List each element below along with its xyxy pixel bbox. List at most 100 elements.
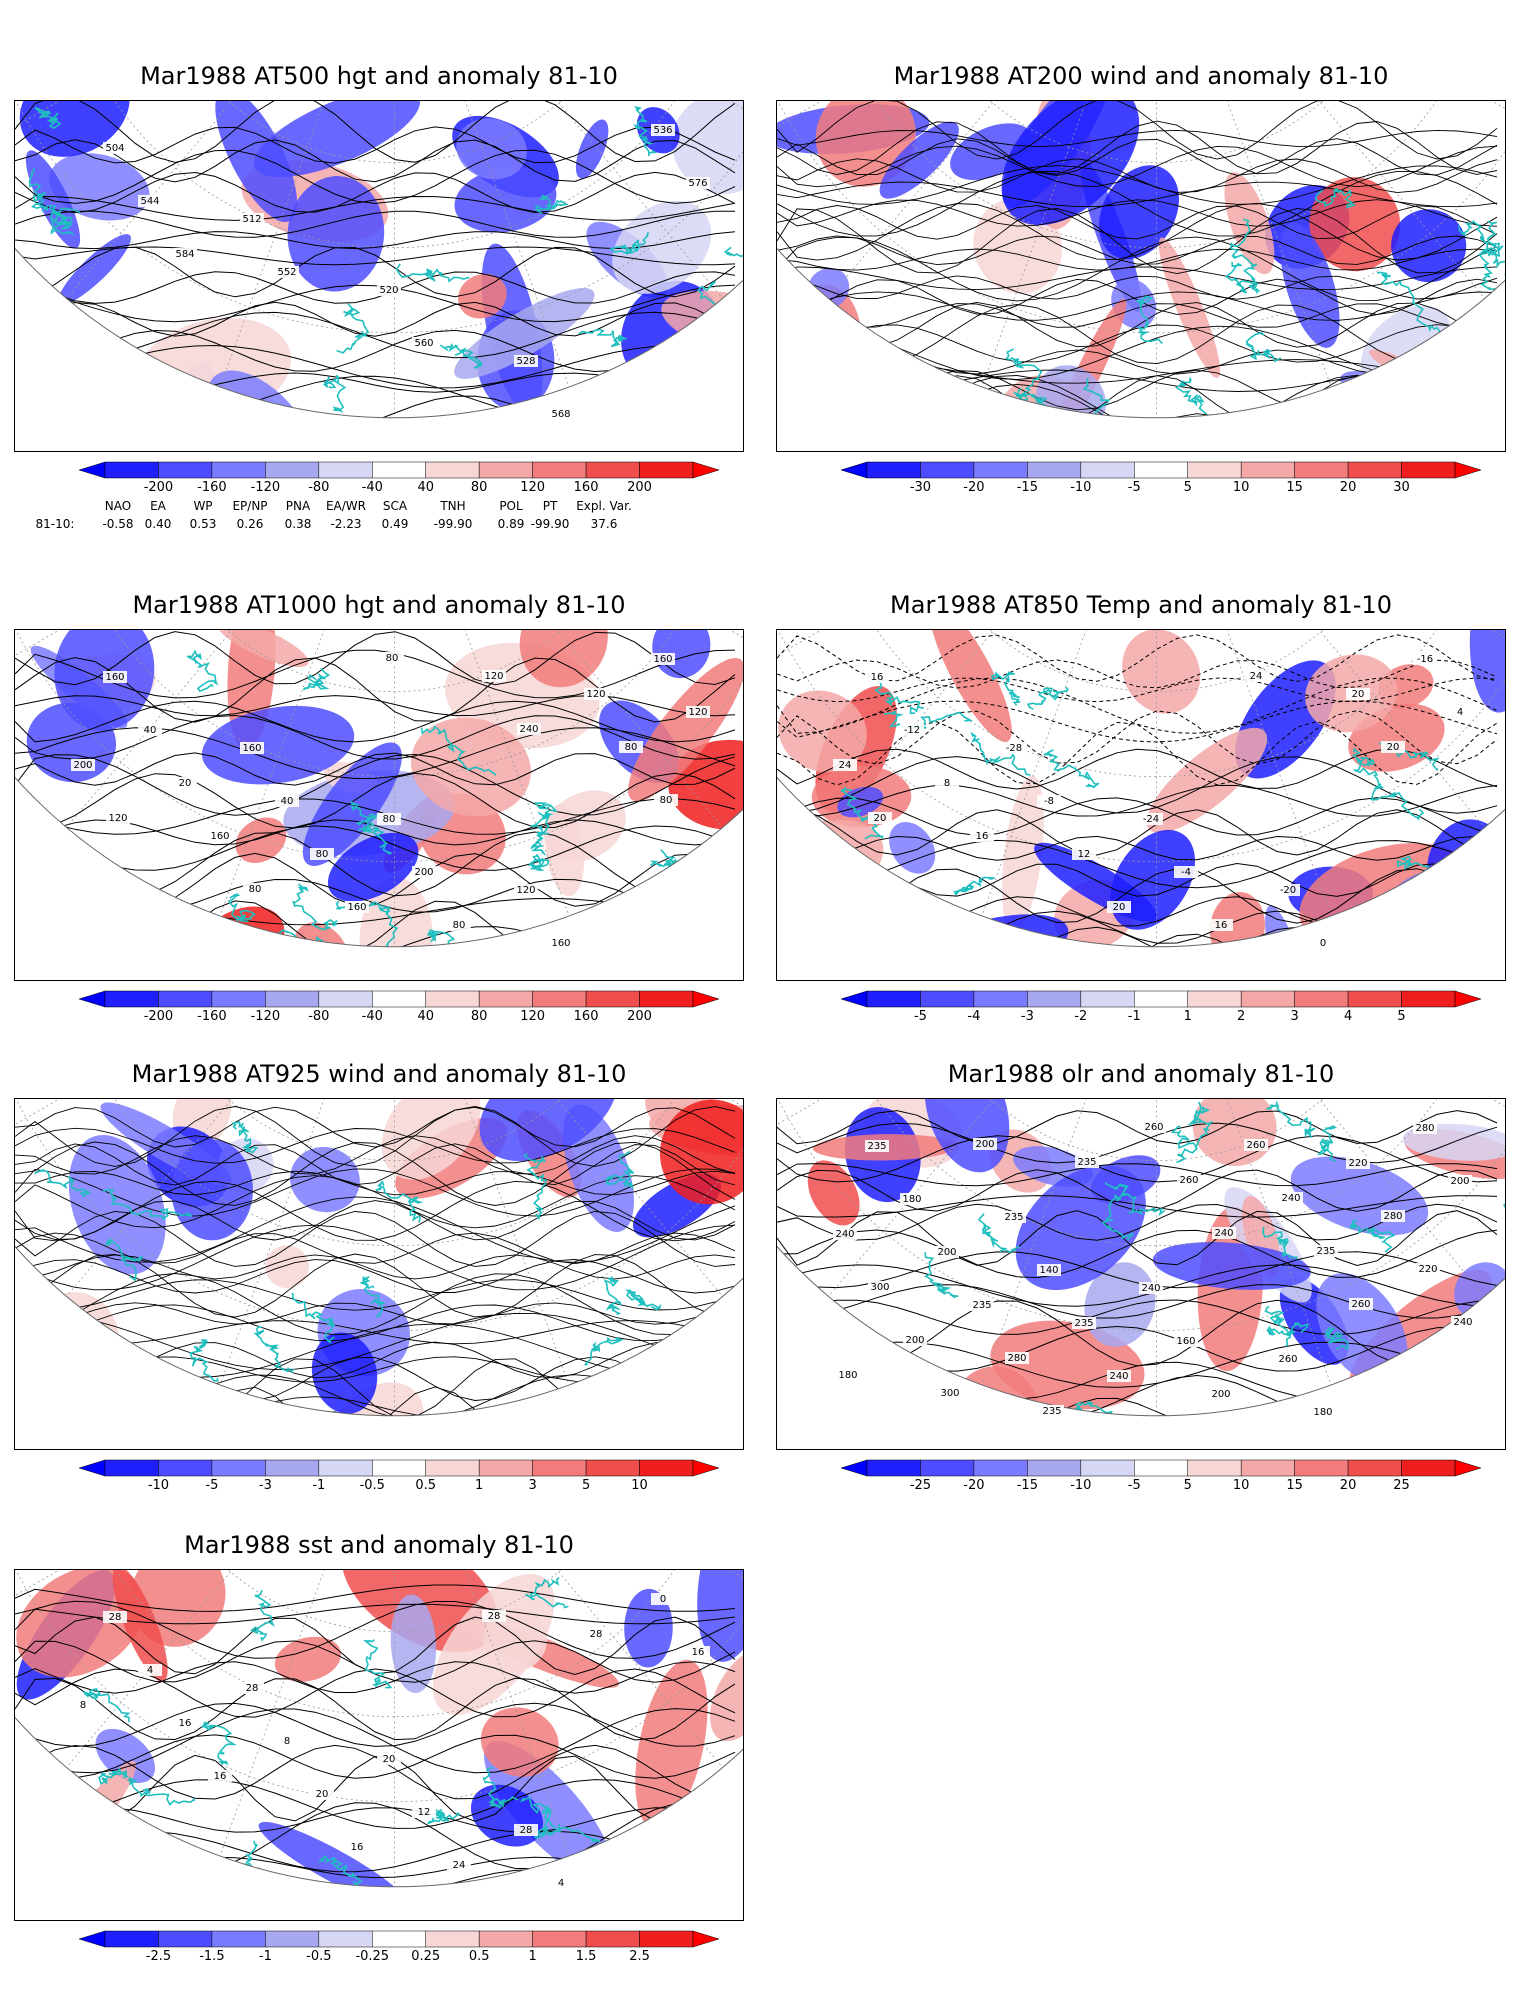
colorbar-tick-label: -200 bbox=[143, 480, 174, 495]
coastline bbox=[482, 1766, 519, 1809]
colorbar-tick-label: 160 bbox=[573, 480, 599, 495]
contour-label-bg bbox=[103, 1611, 127, 1623]
negative-anomaly-area bbox=[1391, 209, 1467, 283]
streamline bbox=[15, 1127, 736, 1164]
colorbar-swatch bbox=[478, 1930, 533, 1948]
contour-label: 240 bbox=[835, 1229, 854, 1240]
negative-anomaly-area bbox=[1152, 1242, 1311, 1290]
coastline bbox=[1175, 377, 1208, 415]
colorbar-tick-label: 5 bbox=[1183, 1478, 1192, 1493]
coastline bbox=[1261, 1226, 1298, 1260]
contour-label-bg bbox=[900, 1193, 924, 1205]
colorbar-swatch bbox=[425, 461, 480, 479]
negative-anomaly-area bbox=[327, 832, 419, 902]
streamline bbox=[15, 1106, 736, 1167]
contour-label: 235 bbox=[1077, 1157, 1096, 1168]
negative-anomaly-area bbox=[1469, 630, 1505, 713]
hemisphere-edge bbox=[777, 776, 1505, 948]
contour-label-bg bbox=[1212, 1227, 1236, 1239]
contour-line bbox=[15, 752, 736, 786]
streamline bbox=[777, 235, 1498, 266]
negative-anomaly-area bbox=[201, 705, 355, 785]
streamline bbox=[777, 417, 1498, 418]
coastline bbox=[802, 909, 833, 941]
contour-line bbox=[777, 700, 1498, 743]
colorbar-swatch bbox=[104, 1930, 159, 1948]
contour-label: 20 bbox=[1387, 742, 1400, 753]
contour-line bbox=[15, 1807, 736, 1833]
colorbar-max-arrow bbox=[692, 1930, 720, 1948]
streamline bbox=[777, 413, 1498, 418]
positive-anomaly-area bbox=[15, 1250, 99, 1399]
longitude-gridline bbox=[66, 101, 395, 299]
streamline bbox=[15, 1410, 736, 1416]
contour-label: 120 bbox=[688, 707, 707, 718]
positive-anomaly-area bbox=[274, 1636, 341, 1682]
hemisphere-edge bbox=[15, 1716, 743, 1888]
map-polr: 235 235 240 260 280 180 140 160 180 200 200 235 200 2… bbox=[776, 1098, 1506, 1450]
colorbar-swatch bbox=[1080, 990, 1135, 1008]
longitude-gridline bbox=[66, 1570, 395, 1768]
contour-label-bg bbox=[549, 1877, 573, 1889]
contour-label: 16 bbox=[214, 1771, 227, 1782]
contour-label-bg bbox=[1075, 1156, 1099, 1168]
coastline bbox=[253, 1325, 295, 1374]
colorbar-min-arrow bbox=[78, 1459, 106, 1477]
colorbar-tick-label: 2 bbox=[1237, 1009, 1246, 1024]
streamline bbox=[777, 101, 1498, 160]
contour-label-bg bbox=[1244, 1139, 1268, 1151]
longitude-gridline bbox=[777, 1099, 1157, 1161]
contour-label: 240 bbox=[1109, 1371, 1128, 1382]
contour-label: 240 bbox=[519, 724, 538, 735]
colorbar-tick-label: -3 bbox=[258, 1478, 272, 1493]
contour-label: 200 bbox=[73, 760, 92, 771]
streamline bbox=[777, 324, 1498, 363]
contour-label: 235 bbox=[867, 1141, 886, 1152]
colorbar-swatch bbox=[1347, 990, 1402, 1008]
colorbar-swatch bbox=[973, 990, 1028, 1008]
coastline bbox=[528, 853, 550, 872]
streamline bbox=[777, 359, 1498, 384]
longitude-gridline bbox=[828, 630, 1157, 828]
contour-label-bg bbox=[970, 830, 994, 842]
contour-line bbox=[777, 1135, 1498, 1183]
hemisphere-edge bbox=[15, 1245, 743, 1417]
colorbar-swatch bbox=[372, 1930, 426, 1948]
contour-label-bg bbox=[447, 1859, 471, 1871]
map-canvas: 504 512 520 528 536 544 552 560 568 576 584 bbox=[15, 101, 743, 420]
contour-line bbox=[777, 933, 1498, 947]
longitude-gridline bbox=[1156, 101, 1505, 163]
contour-label-bg bbox=[651, 653, 675, 665]
coastline bbox=[649, 849, 682, 870]
contour-label: 80 bbox=[453, 920, 466, 931]
contour-line bbox=[15, 1882, 736, 1887]
coastline bbox=[50, 207, 81, 236]
contour-line bbox=[15, 301, 736, 337]
streamline bbox=[15, 1196, 736, 1263]
coastline bbox=[1170, 1125, 1198, 1164]
negative-anomaly-area bbox=[879, 121, 959, 199]
streamline bbox=[15, 1200, 736, 1241]
colorbar-swatch bbox=[265, 461, 320, 479]
map-canvas: 160 160 80 120 160 40 40 200 160 120 20 80 80 120 200 1… bbox=[15, 630, 743, 949]
colorbar-max-arrow bbox=[1454, 990, 1482, 1008]
coastline bbox=[28, 167, 49, 213]
negative-anomaly-area bbox=[686, 1382, 743, 1416]
streamline bbox=[777, 236, 1498, 302]
positive-anomaly-area bbox=[133, 317, 292, 418]
contour-label-bg bbox=[514, 355, 538, 367]
contour-label-bg bbox=[1413, 653, 1437, 665]
colorbar-swatch bbox=[1027, 1459, 1082, 1477]
positive-anomaly-area bbox=[41, 1761, 137, 1880]
streamline bbox=[777, 301, 1498, 348]
longitude-gridline bbox=[777, 101, 1157, 163]
contour-label: 520 bbox=[379, 285, 398, 296]
colorbar-tick-label: 1 bbox=[1183, 1009, 1192, 1024]
contour-label-bg bbox=[173, 1717, 197, 1729]
contour-label-bg bbox=[412, 1806, 436, 1818]
panel-title: Mar1988 AT1000 hgt and anomaly 81-10 bbox=[132, 591, 626, 619]
streamline bbox=[777, 369, 1498, 411]
contour-label: 0 bbox=[660, 1594, 666, 1605]
contour-label-bg bbox=[1174, 1335, 1198, 1347]
longitude-gridline bbox=[15, 1570, 395, 1632]
